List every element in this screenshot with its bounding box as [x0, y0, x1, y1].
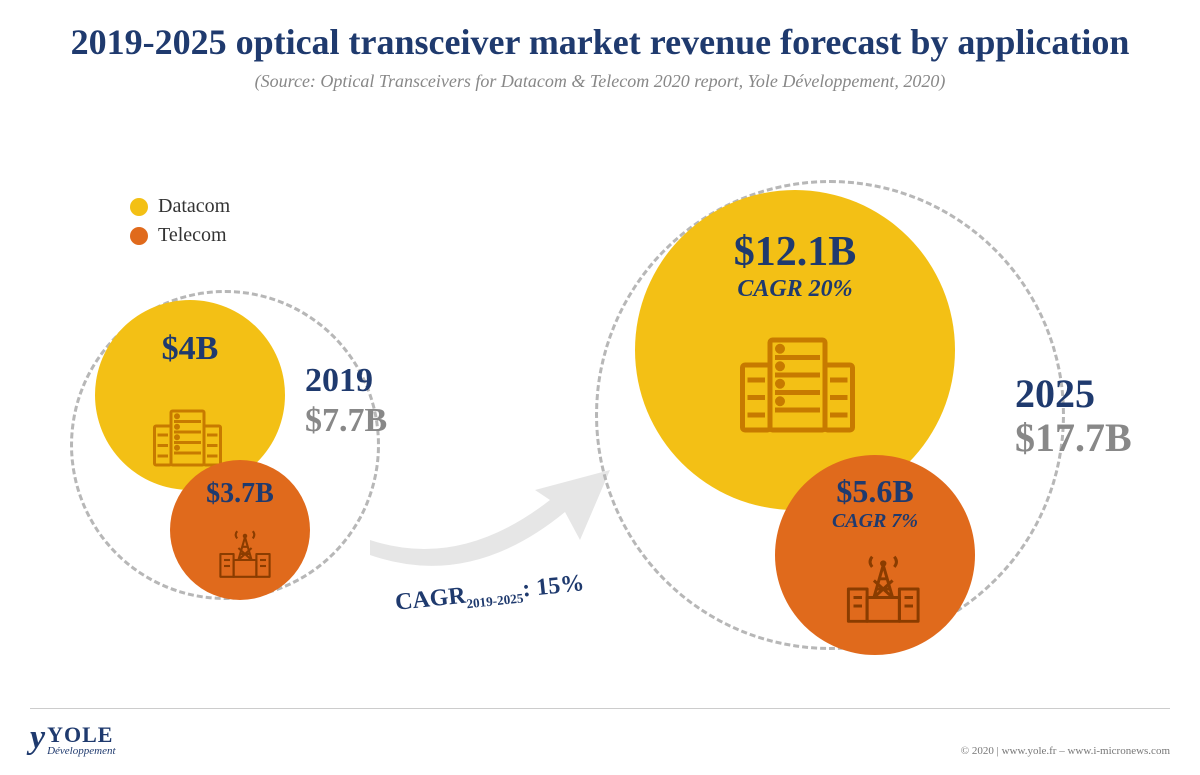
total-2025-label: $17.7B — [1015, 414, 1132, 461]
legend-item: Telecom — [130, 224, 230, 247]
legend-dot-icon — [130, 198, 148, 216]
datacom-2025-value: $12.1B — [734, 228, 857, 276]
cagr-value: : 15% — [521, 570, 585, 602]
footer: y YOLE Développement © 2020 | www.yole.f… — [30, 708, 1170, 757]
telecom-tower-icon — [218, 530, 272, 583]
logo-mark: y — [30, 719, 45, 757]
legend-dot-icon — [130, 227, 148, 245]
growth-arrow-icon — [360, 440, 630, 595]
telecom-tower-icon — [845, 555, 922, 628]
legend-label: Datacom — [158, 195, 230, 218]
datacom-2019-value: $4B — [162, 330, 219, 368]
total-2019-label: $7.7B — [305, 402, 387, 440]
telecom-2025-cagr: CAGR 7% — [832, 510, 918, 533]
year-2025-label: 2025 — [1015, 370, 1095, 417]
logo-main: YOLE — [47, 724, 115, 746]
legend-label: Telecom — [158, 224, 227, 247]
cagr-period: 2019-2025 — [466, 590, 524, 611]
yole-logo-icon: y YOLE Développement — [30, 719, 116, 757]
logo-sub: Développement — [47, 746, 115, 757]
year-2019-label: 2019 — [305, 362, 373, 400]
header: 2019-2025 optical transceiver market rev… — [0, 22, 1200, 92]
telecom-2019-value: $3.7B — [206, 478, 274, 510]
datacom-2025-cagr: CAGR 20% — [737, 276, 852, 303]
legend-item: Datacom — [130, 195, 230, 218]
server-icon — [150, 408, 225, 473]
source-subtitle: (Source: Optical Transceivers for Dataco… — [0, 71, 1200, 92]
server-icon — [735, 335, 860, 440]
legend: Datacom Telecom — [130, 195, 230, 253]
infographic-container: 2019-2025 optical transceiver market rev… — [0, 0, 1200, 775]
copyright-text: © 2020 | www.yole.fr – www.i-micronews.c… — [961, 745, 1170, 757]
telecom-2025-value: $5.6B — [836, 473, 913, 510]
page-title: 2019-2025 optical transceiver market rev… — [0, 22, 1200, 63]
